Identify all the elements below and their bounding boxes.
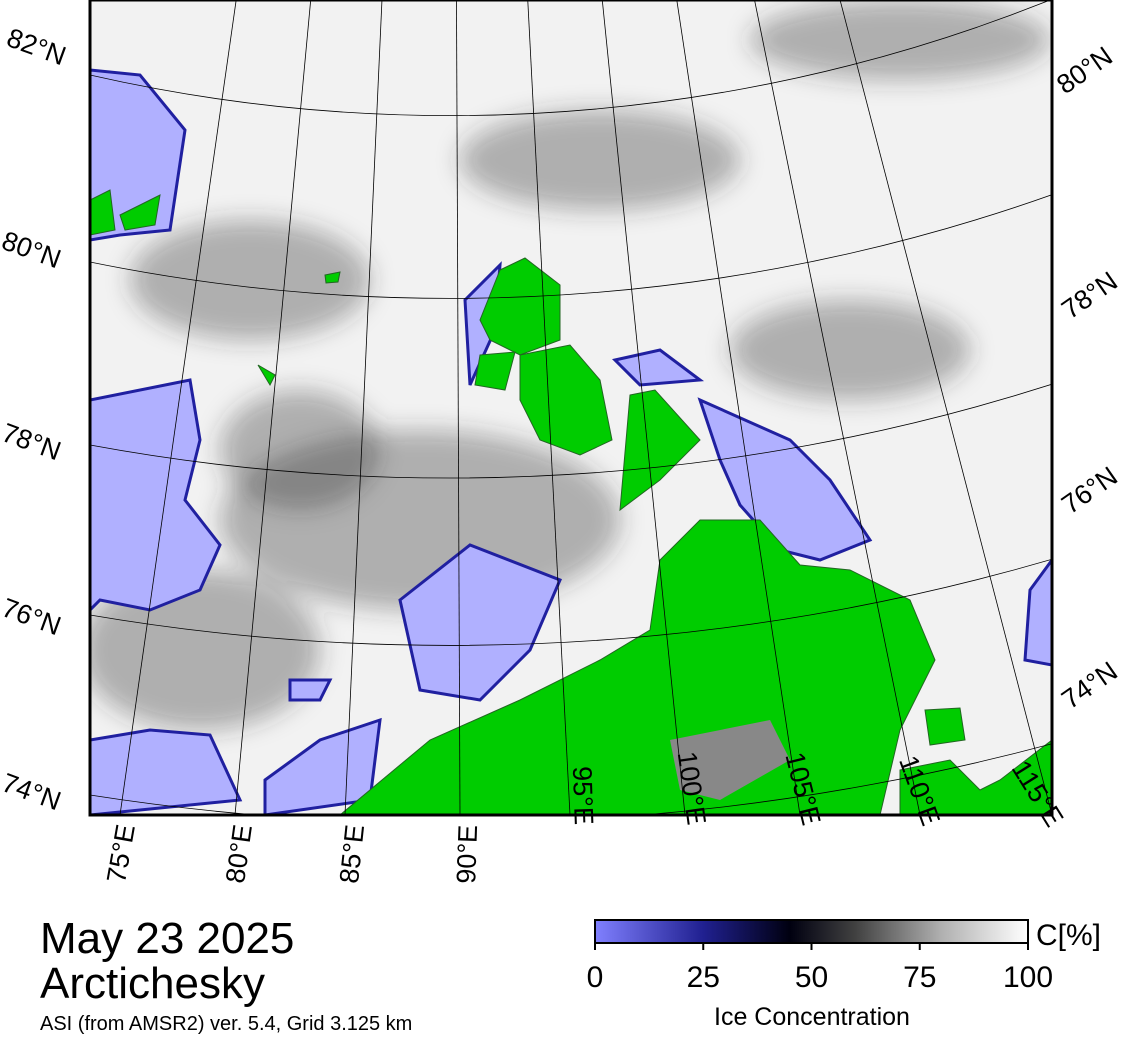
colorbar-tick-label: 25 xyxy=(687,961,720,994)
latitude-label: 74°N xyxy=(0,767,65,816)
longitude-line xyxy=(456,0,461,815)
region-title: Arctichesky xyxy=(40,959,265,1008)
graticule xyxy=(90,0,1052,815)
source-note: ASI (from AMSR2) ver. 5.4, Grid 3.125 km xyxy=(40,1013,412,1035)
longitude-line xyxy=(676,0,801,815)
latitude-label: 80°N xyxy=(0,225,65,274)
longitude-label: 75°E xyxy=(101,822,141,885)
map-area xyxy=(90,0,1052,815)
longitude-label: 85°E xyxy=(334,823,370,885)
latitude-label: 78°N xyxy=(1056,266,1123,325)
latitude-label: 78°N xyxy=(0,417,65,466)
latitude-label: 76°N xyxy=(1056,461,1123,520)
longitude-label: 90°E xyxy=(451,824,483,884)
longitude-line xyxy=(601,0,686,815)
ice-texture xyxy=(90,0,1050,730)
longitude-label: 80°E xyxy=(220,823,258,885)
colorbar-tick-label: 0 xyxy=(587,961,604,994)
longitude-line xyxy=(754,0,921,815)
land xyxy=(90,189,1052,815)
longitude-line xyxy=(839,0,1052,815)
longitude-line xyxy=(119,0,237,815)
colorbar-label: Ice Concentration xyxy=(714,1003,910,1031)
longitude-line xyxy=(344,0,383,815)
longitude-line xyxy=(527,0,571,815)
longitude-line xyxy=(234,0,312,815)
latitude-label: 76°N xyxy=(0,592,65,641)
colorbar-tick-label: 100 xyxy=(1003,961,1053,994)
latitude-label: 80°N xyxy=(1051,41,1118,100)
colorbar-ticks: 0 25 50 75 100 xyxy=(587,943,1053,994)
map-frame xyxy=(88,0,1054,817)
low-ice xyxy=(90,68,1052,815)
latitude-label: 82°N xyxy=(3,22,70,71)
colorbar xyxy=(594,919,1029,944)
date-title: May 23 2025 xyxy=(40,914,294,963)
longitude-label: 95°E xyxy=(567,766,599,826)
latitude-label: 74°N xyxy=(1056,656,1123,715)
colorbar-tick-label: 50 xyxy=(795,961,828,994)
colorbar-tick-label: 75 xyxy=(903,961,936,994)
colorbar-unit: C[%] xyxy=(1036,919,1101,952)
